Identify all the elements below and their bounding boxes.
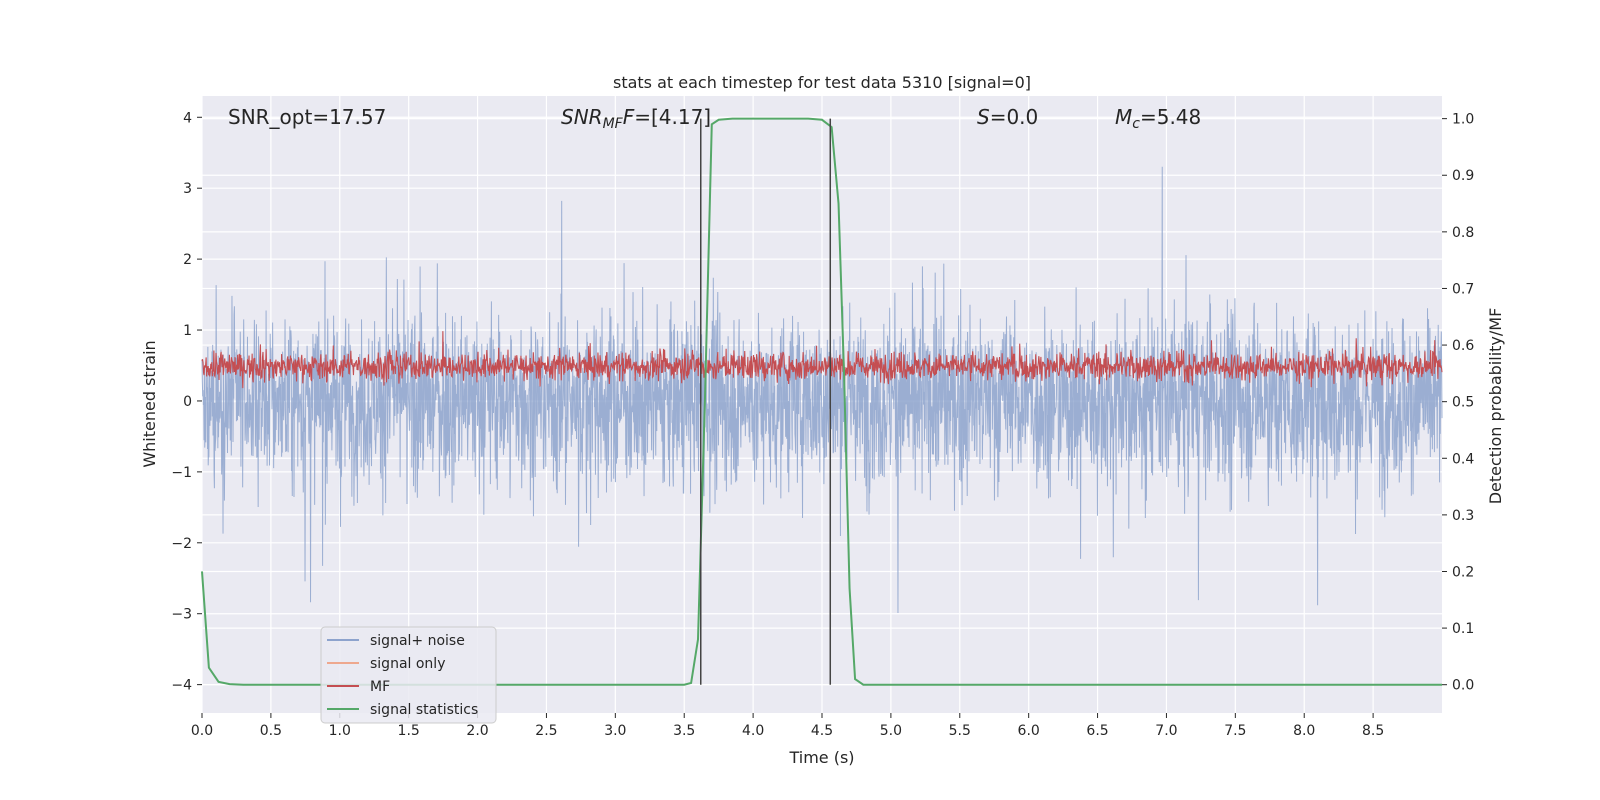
legend-label-mf: MF (370, 679, 390, 695)
x-tick-label: 8.0 (1293, 723, 1315, 739)
x-tick-label: 0.5 (260, 723, 282, 739)
legend-box (320, 626, 497, 724)
x-axis-ticks: 0.0 0.5 1.0 1.5 2.0 2.5 3.0 3.5 4.0 4.5 5.0 5.5 6.0 6… (191, 713, 1384, 739)
mc-main: M (1115, 105, 1132, 129)
y-tick-label: −1 (171, 465, 192, 481)
y2-tick-label: 0.2 (1452, 564, 1474, 580)
line-mf (201, 331, 1443, 389)
y-tick-label: −4 (171, 678, 192, 694)
x-tick-label: 2.5 (535, 723, 557, 739)
x-tick-label: 7.0 (1155, 723, 1177, 739)
y2-tick-label: 0.5 (1452, 395, 1474, 411)
y-tick-label: 1 (183, 323, 192, 339)
annotation-snr-mf: SNRMFF=[4.17] (561, 105, 711, 132)
y2-tick-label: 0.0 (1452, 678, 1474, 694)
y-tick-label: −2 (171, 536, 192, 552)
x-tick-label: 4.0 (742, 723, 764, 739)
y-tick-label: 4 (183, 110, 192, 126)
x-tick-label: 8.5 (1362, 723, 1384, 739)
annotation-s: S=0.0 (977, 105, 1038, 129)
signal-statistics-series (201, 117, 1442, 686)
y2-tick-label: 0.4 (1452, 451, 1474, 467)
x-tick-label: 0.0 (191, 723, 213, 739)
legend: signal+ noise signal only MF signal stat… (320, 626, 497, 724)
chart-title: stats at each timestep for test data 531… (613, 73, 1031, 92)
y2-tick-label: 0.6 (1452, 338, 1474, 354)
y2-tick-label: 1.0 (1452, 112, 1474, 128)
signal-noise-series (201, 166, 1443, 613)
x-tick-label: 6.5 (1086, 723, 1108, 739)
y-tick-label: −3 (171, 607, 192, 623)
snr-mf-f: F (623, 105, 635, 129)
x-tick-label: 4.5 (811, 723, 833, 739)
legend-label-signal-only: signal only (370, 656, 445, 672)
y2-axis-ticks: 1.0 0.9 0.8 0.7 0.6 0.5 0.4 0.3 0.2 0.1 0.0 (1442, 112, 1474, 694)
x-tick-label: 5.5 (949, 723, 971, 739)
y2-tick-label: 0.9 (1452, 168, 1474, 184)
snr-mf-value: =[4.17] (634, 105, 711, 129)
x-tick-label: 2.0 (466, 723, 488, 739)
y-tick-label: 3 (183, 181, 192, 197)
y-tick-label: 2 (183, 252, 192, 268)
line-signal-statistics (201, 117, 1442, 686)
y2-tick-label: 0.8 (1452, 225, 1474, 241)
x-tick-label: 3.0 (604, 723, 626, 739)
y-axis-ticks: 4 3 2 1 0 −1 −2 −3 −4 (171, 110, 202, 694)
legend-label-signal-statistics: signal statistics (370, 702, 478, 718)
y2-tick-label: 0.7 (1452, 281, 1474, 297)
snr-mf-main: SNR (561, 105, 603, 129)
y-axis-label: Whitened strain (140, 340, 159, 467)
x-tick-label: 6.0 (1018, 723, 1040, 739)
mf-series (201, 331, 1443, 389)
annotation-mc: Mc=5.48 (1115, 105, 1201, 132)
mc-value: =5.48 (1140, 105, 1201, 129)
x-tick-label: 1.5 (398, 723, 420, 739)
line-signal-noise (201, 166, 1443, 613)
x-tick-label: 3.5 (673, 723, 695, 739)
snr-mf-sub: MF (603, 116, 624, 132)
x-tick-label: 1.0 (329, 723, 351, 739)
s-value: =0.0 (990, 105, 1039, 129)
annotation-snr-opt: SNR_opt=17.57 (228, 105, 386, 129)
y2-axis-label: Detection probability/MF (1486, 308, 1505, 505)
legend-label-signal-noise: signal+ noise (370, 633, 465, 649)
s-symbol: S (977, 105, 990, 129)
y2-tick-label: 0.1 (1452, 621, 1474, 637)
y2-tick-label: 0.3 (1452, 508, 1474, 524)
x-tick-label: 7.5 (1224, 723, 1246, 739)
y-tick-label: 0 (183, 394, 192, 410)
x-axis-label: Time (s) (788, 748, 854, 767)
mc-sub: c (1132, 116, 1140, 132)
x-tick-label: 5.0 (880, 723, 902, 739)
detection-vlines (700, 118, 832, 685)
